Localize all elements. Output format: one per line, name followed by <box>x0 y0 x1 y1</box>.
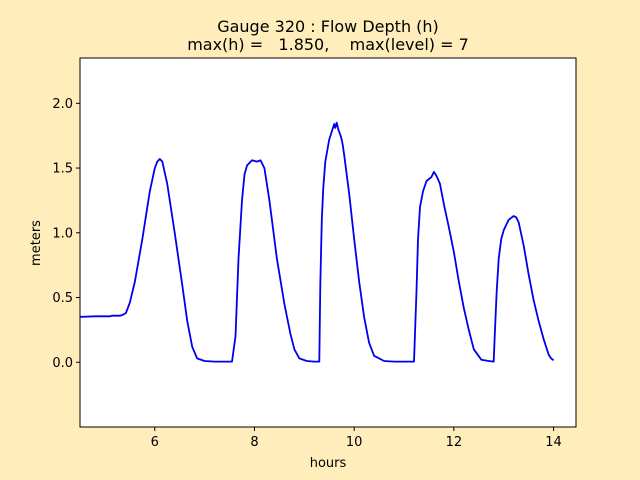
x-tick-label: 14 <box>545 435 562 450</box>
flow-depth-line <box>79 121 555 363</box>
x-axis-label: hours <box>310 456 347 471</box>
x-axis-ticks: 6 8 10 12 14 <box>151 427 562 450</box>
x-tick-label: 8 <box>250 435 258 450</box>
x-tick-label: 10 <box>346 435 363 450</box>
chart-title-line2: max(h) = 1.850, max(level) = 7 <box>187 35 469 54</box>
y-axis-ticks: 0.0 0.5 1.0 1.5 2.0 <box>52 97 80 371</box>
y-tick-label: 0.5 <box>52 291 73 306</box>
chart-title-line1: Gauge 320 : Flow Depth (h) <box>217 17 439 36</box>
plot-frame <box>79 57 577 428</box>
y-axis-label: meters <box>29 220 44 266</box>
y-tick-label: 1.5 <box>52 162 73 177</box>
y-tick-label: 0.0 <box>52 356 73 371</box>
y-tick-label: 2.0 <box>52 97 73 112</box>
x-tick-label: 6 <box>151 435 159 450</box>
y-tick-label: 1.0 <box>52 226 73 241</box>
x-tick-label: 12 <box>446 435 463 450</box>
plot-area <box>80 58 576 427</box>
